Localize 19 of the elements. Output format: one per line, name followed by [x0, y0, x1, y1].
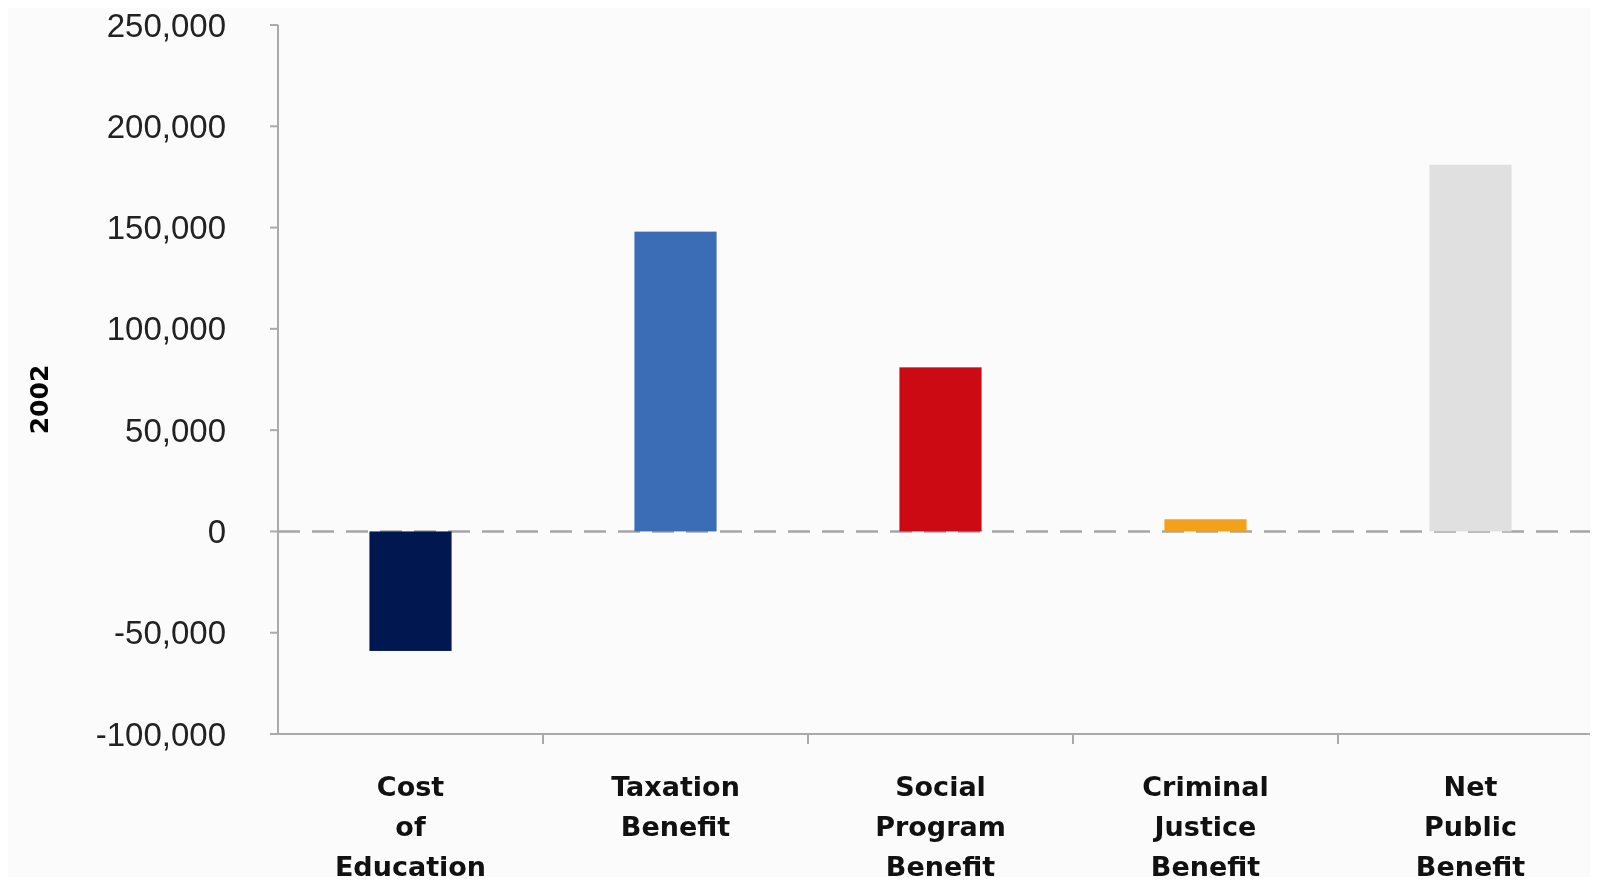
x-tick-label: Social Program Benefit [875, 771, 1006, 882]
bar [634, 231, 717, 532]
y-tick-label: 0 [207, 512, 226, 550]
x-tick-label: Taxation Benefit [611, 771, 740, 842]
y-tick-label: 100,000 [106, 310, 226, 348]
y-tick-label: 150,000 [106, 209, 226, 247]
bar [899, 367, 982, 532]
y-tick-label: -50,000 [114, 614, 226, 652]
bar [1429, 164, 1512, 532]
y-tick-label: 200,000 [106, 107, 226, 145]
y-axis-title: 2002 [25, 364, 54, 435]
x-tick-label: Net Public Benefit [1415, 771, 1526, 882]
x-tick-label: Criminal Justice Benefit [1142, 771, 1269, 882]
y-tick-label: 250,000 [106, 6, 226, 44]
bar [1164, 519, 1247, 532]
x-tick-label: Cost of Education [334, 771, 487, 882]
y-tick-label: 50,000 [125, 411, 226, 449]
y-tick-label: -100,000 [95, 715, 226, 753]
bar [369, 531, 452, 651]
